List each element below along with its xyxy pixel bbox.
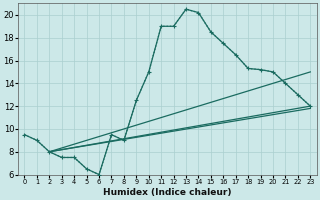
X-axis label: Humidex (Indice chaleur): Humidex (Indice chaleur) (103, 188, 232, 197)
